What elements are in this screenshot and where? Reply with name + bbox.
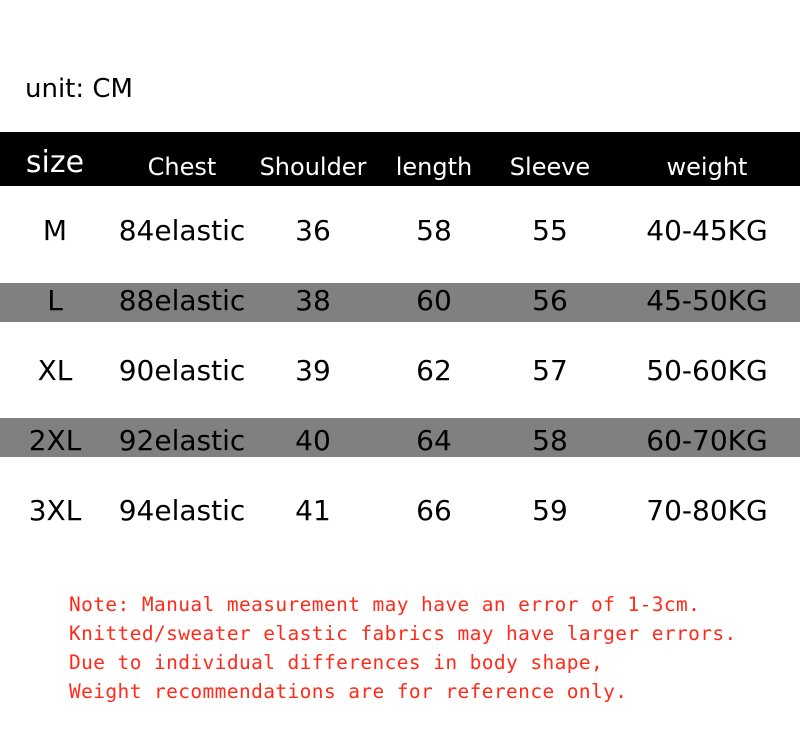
header-cell: length bbox=[395, 153, 473, 181]
table-cell: XL bbox=[37, 354, 73, 387]
table-cell: 90elastic bbox=[118, 354, 246, 387]
table-cell: 50-60KG bbox=[646, 354, 768, 387]
table-cell: 60 bbox=[416, 284, 452, 317]
table-cell: 40-45KG bbox=[646, 214, 768, 247]
table-cell: 3XL bbox=[28, 494, 82, 527]
table-cell: 70-80KG bbox=[646, 494, 768, 527]
header-cell: Chest bbox=[147, 153, 217, 181]
table-cell: 59 bbox=[532, 494, 568, 527]
row-stripe bbox=[0, 283, 800, 322]
table-cell: 45-50KG bbox=[646, 284, 768, 317]
table-cell: M bbox=[42, 214, 68, 247]
table-cell: 41 bbox=[295, 494, 331, 527]
table-cell: 55 bbox=[532, 214, 568, 247]
table-cell: 58 bbox=[416, 214, 452, 247]
table-cell: 60-70KG bbox=[646, 424, 768, 457]
unit-label: unit: CM bbox=[25, 74, 133, 104]
table-cell: 56 bbox=[532, 284, 568, 317]
row-stripe bbox=[0, 418, 800, 457]
note-line: Knitted/sweater elastic fabrics may have… bbox=[69, 622, 737, 645]
table-cell: 62 bbox=[416, 354, 452, 387]
table-cell: 39 bbox=[295, 354, 331, 387]
header-cell: weight bbox=[666, 153, 748, 181]
table-cell: 94elastic bbox=[118, 494, 246, 527]
note-line: Note: Manual measurement may have an err… bbox=[69, 593, 701, 616]
table-cell: 40 bbox=[295, 424, 331, 457]
table-header bbox=[0, 132, 800, 186]
table-cell: 92elastic bbox=[118, 424, 246, 457]
note-line: Weight recommendations are for reference… bbox=[69, 680, 628, 703]
header-cell: Shoulder bbox=[259, 153, 367, 181]
table-cell: 64 bbox=[416, 424, 452, 457]
header-cell: Sleeve bbox=[509, 153, 591, 181]
table-cell: 2XL bbox=[28, 424, 82, 457]
table-cell: 38 bbox=[295, 284, 331, 317]
table-cell: 84elastic bbox=[118, 214, 246, 247]
table-cell: 36 bbox=[295, 214, 331, 247]
note-line: Due to individual differences in body sh… bbox=[69, 651, 604, 674]
table-cell: 58 bbox=[532, 424, 568, 457]
table-cell: 66 bbox=[416, 494, 452, 527]
table-cell: 57 bbox=[532, 354, 568, 387]
table-cell: L bbox=[47, 284, 63, 317]
note: Note: Manual measurement may have an err… bbox=[69, 590, 737, 706]
header-cell: size bbox=[25, 145, 85, 180]
table-cell: 88elastic bbox=[118, 284, 246, 317]
